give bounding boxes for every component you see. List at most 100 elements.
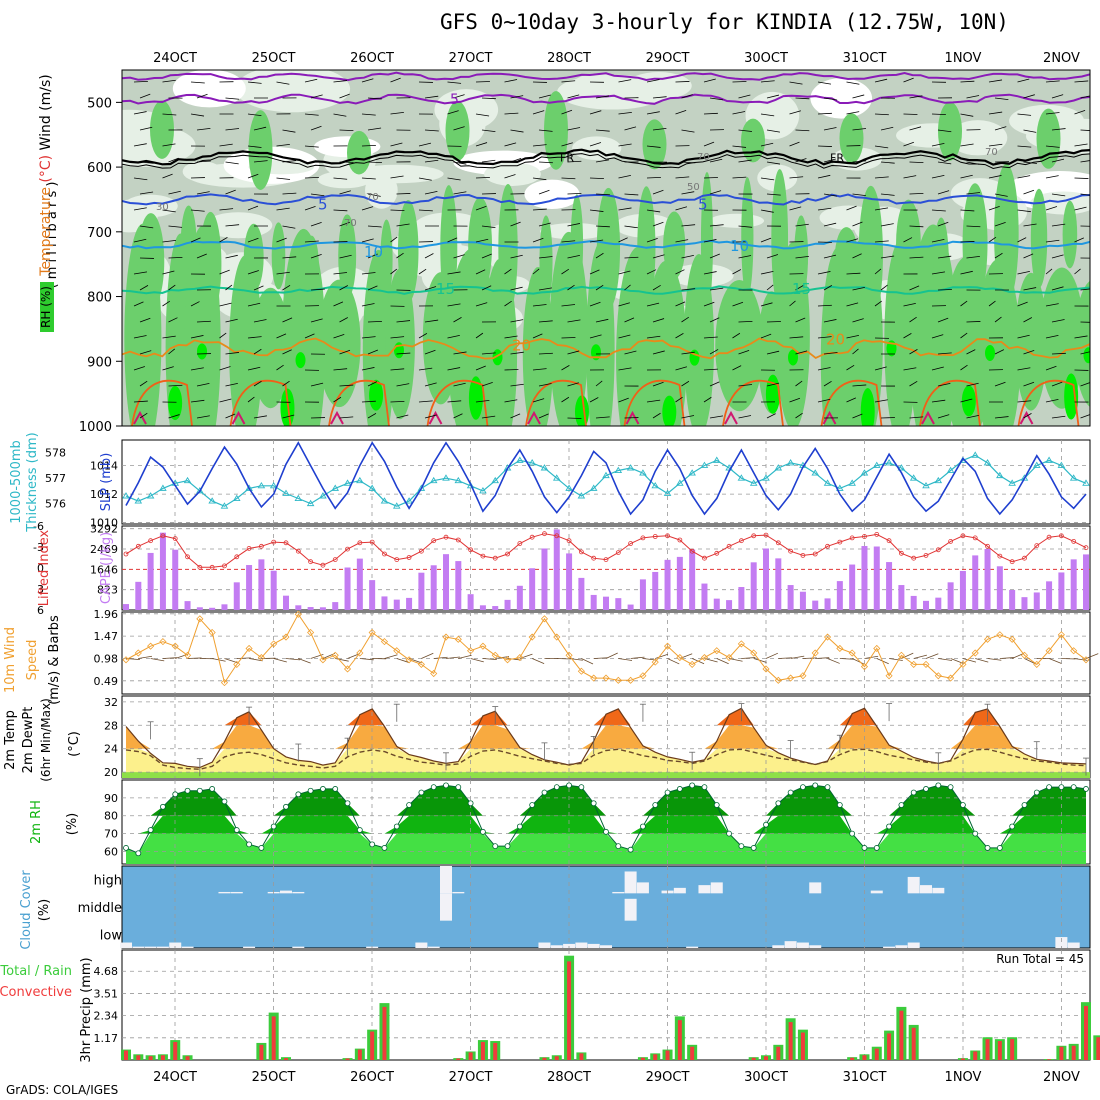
rh-marker bbox=[553, 784, 560, 791]
wind-barb bbox=[510, 95, 524, 99]
rh-contour-label: 70 bbox=[366, 192, 379, 203]
wind-barb bbox=[339, 221, 351, 227]
cloud-cell bbox=[932, 887, 945, 894]
wind-barb bbox=[249, 658, 263, 662]
wind-barb bbox=[367, 193, 381, 197]
wind-barb bbox=[652, 96, 667, 99]
wind-barb bbox=[681, 254, 694, 259]
wind-barb bbox=[424, 159, 439, 163]
cloud-row-label: low bbox=[100, 928, 123, 943]
cape-bar bbox=[935, 597, 942, 610]
wind-barb bbox=[732, 269, 742, 275]
thickness-marker bbox=[392, 502, 401, 509]
precip-conv-bar bbox=[284, 1058, 288, 1060]
cape-bar bbox=[836, 581, 843, 610]
wind-marker bbox=[688, 660, 696, 668]
wind-barb bbox=[532, 144, 547, 147]
temp-contour-label: 10 bbox=[730, 237, 749, 255]
wind-barb bbox=[310, 125, 322, 131]
precip-conv-bar bbox=[456, 1058, 461, 1060]
wind-barb bbox=[168, 384, 183, 387]
temp-band-high bbox=[126, 708, 1086, 726]
wind-barb bbox=[937, 414, 950, 419]
wind-barb bbox=[1051, 128, 1066, 131]
wind-barb bbox=[646, 145, 661, 148]
wind-barb bbox=[282, 160, 297, 163]
rh-marker bbox=[1058, 784, 1065, 791]
li-marker bbox=[898, 550, 904, 556]
rh-green-plume bbox=[1039, 267, 1085, 409]
wind-barb bbox=[903, 367, 917, 371]
wind-barb bbox=[225, 161, 239, 165]
wind-barb bbox=[766, 382, 780, 387]
precip-conv-bar bbox=[173, 1041, 178, 1060]
wind-barb bbox=[880, 161, 895, 164]
li-marker bbox=[308, 559, 314, 565]
wind-barb bbox=[133, 366, 145, 371]
wind-barb bbox=[703, 301, 715, 307]
wind-barb bbox=[567, 319, 581, 323]
li-marker bbox=[738, 538, 744, 544]
li-marker bbox=[689, 548, 695, 554]
li-marker bbox=[812, 551, 818, 557]
temp-contour-label: 20 bbox=[512, 336, 531, 354]
cape-bar bbox=[147, 552, 154, 610]
cape-bar bbox=[972, 555, 979, 610]
wind-barb bbox=[937, 161, 952, 165]
cape-bar bbox=[873, 546, 880, 610]
wind-barb bbox=[709, 317, 720, 323]
rh-green-plume bbox=[596, 187, 621, 310]
wind-barb bbox=[504, 369, 519, 371]
wind-barb bbox=[646, 111, 660, 115]
wind-barb bbox=[225, 352, 239, 355]
precip-conv-bar bbox=[850, 1057, 855, 1060]
wind-barb bbox=[424, 95, 439, 99]
wind-barb bbox=[538, 383, 552, 387]
wind-barb bbox=[367, 225, 382, 228]
wind-barb bbox=[1051, 415, 1066, 419]
wind-barb bbox=[247, 237, 259, 243]
wind-barb bbox=[282, 225, 296, 229]
freezing-line-outer bbox=[122, 153, 1090, 170]
thickness-marker bbox=[996, 471, 1004, 479]
li-marker bbox=[295, 548, 301, 554]
cloud-cell bbox=[1067, 942, 1080, 948]
wind-barb bbox=[310, 318, 323, 323]
wind-barb bbox=[823, 285, 833, 291]
rh-green-plume bbox=[1062, 200, 1078, 269]
precip-conv-bar bbox=[345, 1058, 350, 1060]
bottom-date-labels: 24OCT 25OCT 26OCT 27OCT 28OCT 29OCT 30OCT 31OCT… bbox=[153, 1070, 1080, 1085]
wind-barb bbox=[766, 94, 780, 99]
wind-barb bbox=[1061, 658, 1076, 660]
rh-bright-core bbox=[369, 379, 384, 411]
cloud-row-label: high bbox=[94, 874, 122, 889]
wind-barb bbox=[852, 193, 866, 197]
wind-barb bbox=[874, 78, 888, 83]
wind-barb bbox=[675, 269, 685, 275]
wind-marker bbox=[713, 647, 721, 655]
wind-barb bbox=[504, 268, 512, 275]
wind-marker bbox=[503, 656, 512, 664]
rh-light-patch bbox=[572, 136, 622, 161]
rh-band-high bbox=[126, 785, 1086, 816]
rh-marker bbox=[984, 845, 991, 851]
rh-contour-label: 70 bbox=[985, 147, 998, 158]
cape-bar bbox=[332, 602, 339, 610]
wind-barb bbox=[960, 174, 973, 179]
wind-barb bbox=[133, 335, 147, 339]
wind-marker bbox=[233, 660, 241, 668]
wind-barb bbox=[741, 657, 756, 659]
wind-barb bbox=[367, 381, 378, 387]
rh-marker bbox=[615, 843, 622, 850]
li-marker bbox=[566, 538, 572, 544]
thickness-marker bbox=[823, 479, 832, 486]
cloud-cell bbox=[230, 891, 243, 894]
rh-marker bbox=[566, 782, 572, 789]
li-marker bbox=[960, 533, 966, 539]
wind-barb bbox=[453, 161, 467, 165]
cloud-cell bbox=[895, 945, 908, 948]
cape-bar bbox=[1009, 589, 1016, 610]
pressure-tick-label: 900 bbox=[87, 355, 112, 370]
wind-marker bbox=[257, 653, 265, 662]
